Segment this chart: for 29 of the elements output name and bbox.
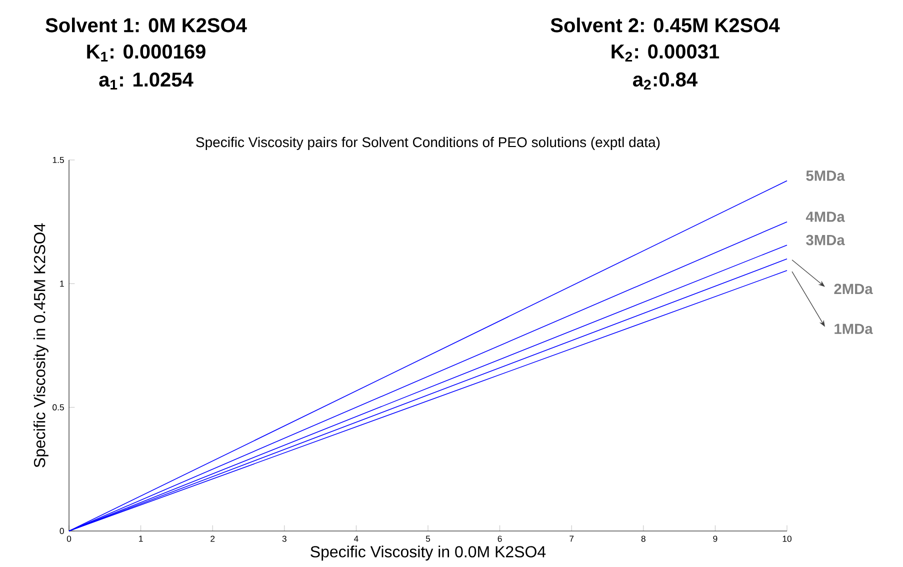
- y-tick-label: 1.5: [52, 156, 64, 164]
- text: 1MDa: [834, 324, 873, 334]
- x-tick-label: 6: [498, 536, 502, 542]
- y-tick-label: 0.5: [52, 404, 64, 410]
- series-label: 5MDa: [806, 170, 845, 181]
- text: a$_{1}$: 1.0254: [99, 72, 194, 90]
- x-tick-label: 10: [782, 536, 792, 542]
- y-tick-label: 0: [60, 528, 64, 534]
- x-tick-label: 2: [210, 536, 215, 542]
- x-tick-label: 3: [282, 536, 286, 542]
- chart-title: Specific Viscosity pairs for Solvent Conditions of PEO solutions (exptl data): [196, 136, 660, 150]
- x-tick-label: 1: [139, 536, 143, 542]
- text: Solvent 2: 0.45M K2SO4: [550, 18, 780, 32]
- text: K$_{2}$: 0.00031: [612, 44, 720, 62]
- x-axis-title: Specific Viscosity in 0.0M K2SO4: [310, 546, 546, 561]
- y-tick-label: 1: [60, 280, 64, 287]
- series-label: 3MDa: [806, 234, 845, 246]
- x-tick-label: 9: [713, 536, 718, 542]
- text: Solvent 1: 0M K2SO4: [46, 18, 247, 32]
- x-tick-label: 7: [570, 536, 574, 542]
- text: a$_{2}$:0.84: [633, 72, 698, 90]
- series-label: 4MDa: [806, 212, 845, 222]
- x-tick-label: 4: [354, 536, 358, 542]
- x-tick-label: 8: [641, 536, 646, 542]
- text: K$_{1}$: 0.000169: [87, 44, 206, 62]
- x-tick-label: 5: [426, 536, 430, 542]
- y-axis-title: Specific Viscosity in 0.45M K2SO4: [34, 223, 48, 468]
- text: 2MDa: [834, 284, 873, 294]
- x-tick-label: 0: [66, 536, 72, 542]
